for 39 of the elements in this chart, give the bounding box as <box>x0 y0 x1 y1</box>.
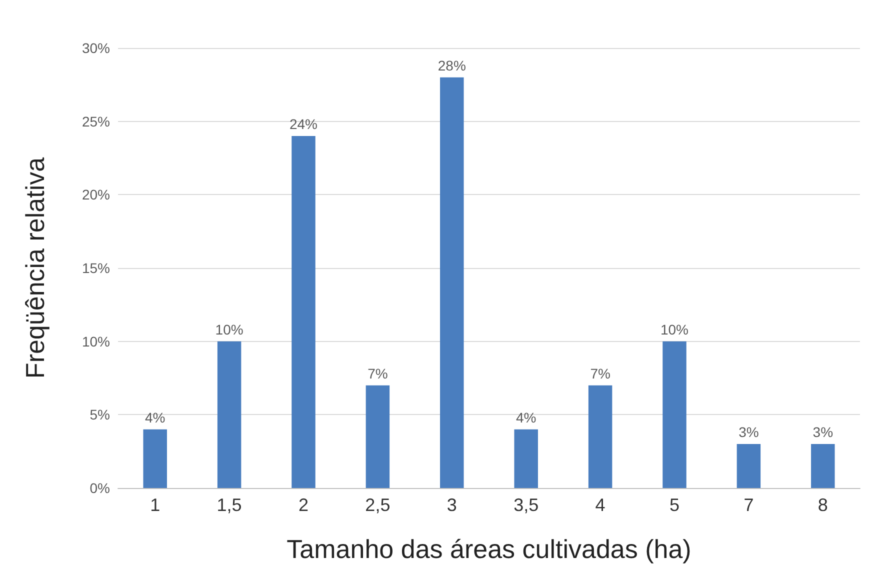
bar <box>811 444 835 488</box>
x-tick-label: 4 <box>595 495 606 515</box>
data-label: 7% <box>368 365 388 382</box>
x-axis-title: Tamanho das áreas cultivadas (ha) <box>286 534 692 564</box>
y-tick-label: 15% <box>82 260 110 276</box>
x-tick-label: 2 <box>298 495 309 515</box>
x-tick-label: 2,5 <box>365 495 390 515</box>
bar <box>217 341 242 488</box>
data-label: 3% <box>738 424 759 440</box>
data-label: 4% <box>516 409 536 426</box>
bar <box>588 385 612 488</box>
data-label: 7% <box>590 365 610 382</box>
x-tick-label: 8 <box>818 495 828 515</box>
x-tick-label: 3 <box>446 495 457 515</box>
y-tick-label: 0% <box>90 480 110 496</box>
x-tick-label: 7 <box>744 495 754 515</box>
data-label: 3% <box>812 424 834 440</box>
data-label: 10% <box>660 321 689 338</box>
x-tick-label: 1 <box>150 495 160 515</box>
bar <box>514 429 538 488</box>
x-tick-label: 1,5 <box>216 495 242 515</box>
y-tick-label: 25% <box>82 113 110 130</box>
bar <box>440 77 464 488</box>
y-tick-label: 30% <box>82 40 110 56</box>
x-tick-label: 5 <box>669 495 680 515</box>
bar <box>143 429 167 488</box>
data-label: 28% <box>438 57 466 74</box>
y-axis-title: Freqüência relativa <box>20 156 50 379</box>
data-label: 4% <box>144 409 166 426</box>
bar <box>292 136 316 488</box>
bar <box>366 385 390 488</box>
data-label: 24% <box>289 116 318 132</box>
y-tick-label: 5% <box>90 406 110 423</box>
y-tick-label: 10% <box>82 333 110 350</box>
data-label: 10% <box>215 321 244 338</box>
bar <box>736 444 761 488</box>
x-tick-label: 3,5 <box>514 495 539 515</box>
y-tick-label: 20% <box>82 186 110 203</box>
bar <box>662 341 686 488</box>
